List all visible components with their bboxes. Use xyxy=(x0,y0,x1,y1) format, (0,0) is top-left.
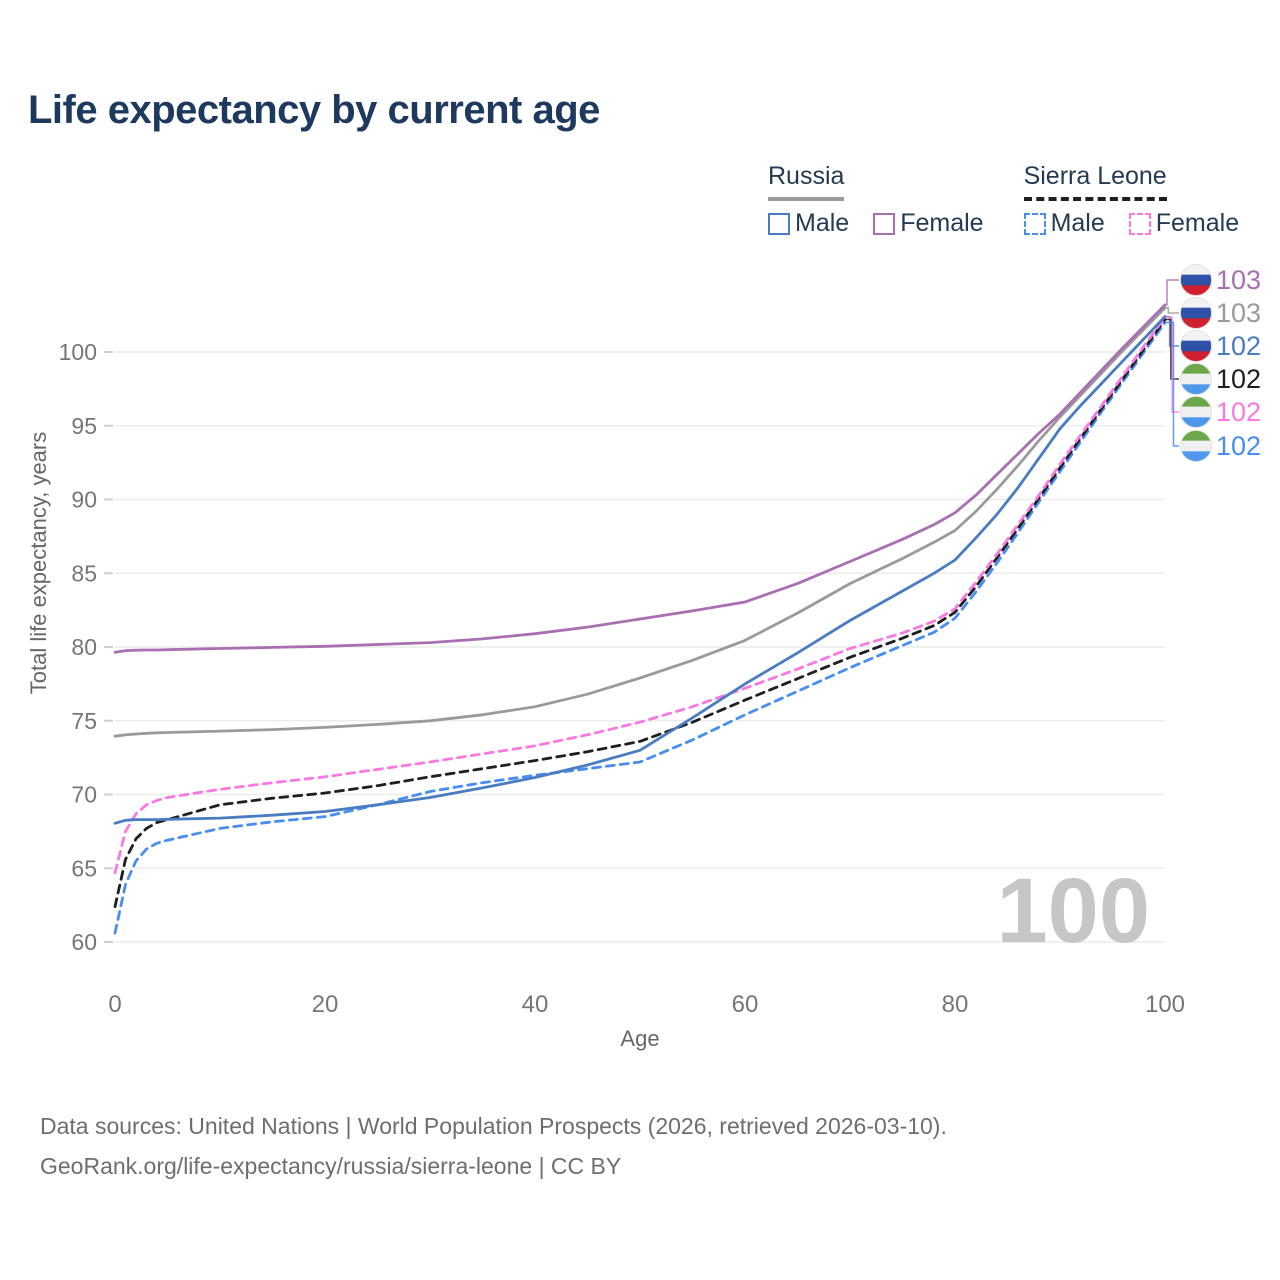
legend-item-label: Female xyxy=(900,209,984,237)
legend-item-sierra-leone-male[interactable]: Male xyxy=(1023,209,1105,238)
end-value-label-russia-male: 102 xyxy=(1216,331,1261,361)
series-line-sierra-leone-total[interactable] xyxy=(113,318,1167,908)
sierra-leone-flag-icon xyxy=(1180,396,1212,428)
x-axis-tick-label: 0 xyxy=(108,991,121,1018)
legend-header-sierra-leone[interactable]: Sierra Leone xyxy=(1023,162,1167,201)
y-axis-tick-label: 70 xyxy=(71,782,97,808)
flag-band xyxy=(1180,406,1212,418)
x-axis-tick-label: 20 xyxy=(312,991,339,1018)
series-line-sierra-leone-female[interactable] xyxy=(113,315,1167,875)
leader-line xyxy=(1165,321,1179,447)
legend-item-label: Female xyxy=(1155,209,1240,237)
legend-item-label: Male xyxy=(1050,209,1105,237)
flag-band xyxy=(1180,264,1212,276)
y-axis-tick-label: 60 xyxy=(71,929,97,955)
y-axis-tick-label: 80 xyxy=(71,634,97,660)
legend-item-sierra-leone-female[interactable]: Female xyxy=(1128,209,1240,238)
sierra-leone-flag-icon xyxy=(1180,430,1212,462)
russia-flag-icon xyxy=(1180,264,1212,296)
flag-band xyxy=(1180,351,1212,362)
sierra-leone-flag-icon xyxy=(1180,363,1212,395)
data-source-line: Data sources: United Nations | World Pop… xyxy=(40,1113,947,1139)
flag-ring xyxy=(1179,263,1213,297)
y-axis-tick-label: 75 xyxy=(71,708,97,734)
legend-item-russia-male[interactable]: Male xyxy=(768,209,849,238)
flag-band xyxy=(1180,440,1212,452)
end-value-label-sierra-leone-male: 102 xyxy=(1216,431,1261,461)
end-value-label-russia-total: 103 xyxy=(1216,298,1261,328)
x-axis-tick-label: 100 xyxy=(1145,991,1185,1018)
source-attribution: Data sources: United Nations | World Pop… xyxy=(40,1106,947,1186)
leader-line xyxy=(1165,318,1179,380)
series-line-russia-female[interactable] xyxy=(113,303,1167,654)
x-axis-tick-label: 80 xyxy=(942,991,969,1018)
series-line-russia-total[interactable] xyxy=(113,306,1167,738)
sierra-leone-male-swatch-icon xyxy=(1023,212,1046,235)
leader-line xyxy=(1165,307,1179,314)
flag-ring xyxy=(1179,395,1213,429)
flag-band xyxy=(1180,297,1212,309)
page-title: Life expectancy by current age xyxy=(28,88,600,132)
flag-band xyxy=(1180,340,1212,352)
y-axis-title: Total life expectancy, years xyxy=(26,432,51,695)
flag-band xyxy=(1180,384,1212,395)
flag-ring xyxy=(1179,429,1213,463)
age-counter-watermark: 100 xyxy=(997,860,1151,962)
chart-legend: Russia Male Female Sierra Leone Male Fem… xyxy=(768,162,1239,238)
russia-male-swatch-icon xyxy=(768,212,790,235)
flag-band xyxy=(1180,396,1212,408)
flag-band xyxy=(1180,451,1212,462)
y-axis-tick-label: 95 xyxy=(71,413,97,439)
flag-band xyxy=(1180,285,1212,296)
chart-plot-area[interactable] xyxy=(115,300,1165,942)
russia-flag-icon xyxy=(1180,330,1212,362)
flag-band xyxy=(1180,417,1212,428)
end-value-label-sierra-leone-total: 102 xyxy=(1216,364,1261,394)
flag-band xyxy=(1180,318,1212,329)
legend-item-russia-female[interactable]: Female xyxy=(873,209,984,238)
flag-band xyxy=(1180,373,1212,385)
legend-group-sierra-leone: Sierra Leone Male Female xyxy=(1023,162,1240,238)
source-url-line: GeoRank.org/life-expectancy/russia/sierr… xyxy=(40,1153,622,1179)
y-axis-tick-label: 85 xyxy=(71,560,97,586)
flag-ring xyxy=(1179,362,1213,396)
y-axis-tick-label: 65 xyxy=(71,855,97,881)
end-value-label-russia-female: 103 xyxy=(1216,265,1261,295)
flag-band xyxy=(1180,274,1212,286)
russia-flag-icon xyxy=(1180,297,1212,329)
x-axis-tick-label: 60 xyxy=(732,991,759,1018)
legend-header-russia[interactable]: Russia xyxy=(768,162,845,201)
leader-line xyxy=(1165,279,1179,306)
y-axis-tick-label: 90 xyxy=(71,487,97,513)
russia-female-swatch-icon xyxy=(873,212,896,235)
flag-ring xyxy=(1179,329,1213,363)
x-axis-tick-label: 40 xyxy=(522,991,549,1018)
flag-band xyxy=(1180,363,1212,375)
y-axis-tick-label: 100 xyxy=(59,339,97,365)
sierra-leone-female-swatch-icon xyxy=(1128,212,1151,235)
flag-band xyxy=(1180,307,1212,319)
flag-band xyxy=(1180,330,1212,342)
end-value-label-sierra-leone-female: 102 xyxy=(1216,397,1261,427)
legend-group-russia: Russia Male Female xyxy=(768,162,984,238)
series-line-russia-male[interactable] xyxy=(113,315,1167,825)
leader-line xyxy=(1165,316,1179,413)
series-line-sierra-leone-male[interactable] xyxy=(113,321,1167,935)
legend-item-label: Male xyxy=(795,209,850,237)
flag-ring xyxy=(1179,296,1213,330)
x-axis-title: Age xyxy=(620,1026,659,1051)
flag-band xyxy=(1180,430,1212,442)
